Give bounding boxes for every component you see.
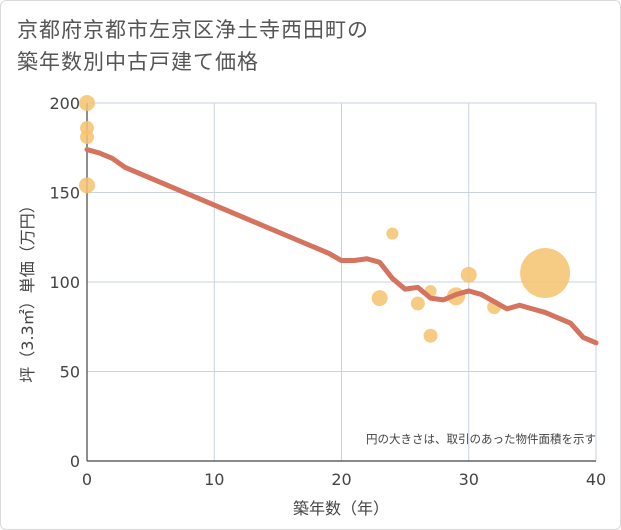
data-bubble [423,328,438,343]
bubble-series [79,95,571,343]
data-bubble [80,130,94,145]
x-tick-label: 20 [331,470,351,489]
y-tick-label: 50 [60,363,80,382]
y-tick-label: 150 [49,184,80,203]
y-tick-label: 200 [49,94,80,113]
grid-lines [86,102,597,462]
data-bubble [79,177,95,194]
y-axis-ticks: 0 50 100 150 200 [49,94,80,471]
y-tick-label: 0 [70,452,80,471]
trend-series [84,147,599,346]
data-bubble [410,296,425,311]
data-bubble [79,95,95,111]
x-tick-label: 40 [586,470,606,489]
x-tick-label: 10 [204,470,224,489]
data-bubble [371,290,388,307]
y-tick-label: 100 [49,273,80,292]
title-line-2: 築年数別中古戸建て価格 [17,50,259,74]
data-bubble [460,266,477,283]
x-axis-ticks: 0 10 20 30 40 [82,470,606,489]
x-tick-label: 0 [82,470,92,489]
size-note: 円の大きさは、取引のあった物件面積を示す [366,432,596,446]
x-tick-label: 30 [459,470,479,489]
title-line-1: 京都府京都市左京区浄土寺西田町の [17,18,369,42]
x-axis-label: 築年数（年） [293,499,389,518]
data-bubble [386,227,399,240]
data-bubble [520,248,571,299]
chart-title: 京都府京都市左京区浄土寺西田町の 築年数別中古戸建て価格 [17,14,369,78]
y-axis-label: 坪（3.3㎡）単価（万円） [18,197,37,382]
trend-line [84,147,599,346]
